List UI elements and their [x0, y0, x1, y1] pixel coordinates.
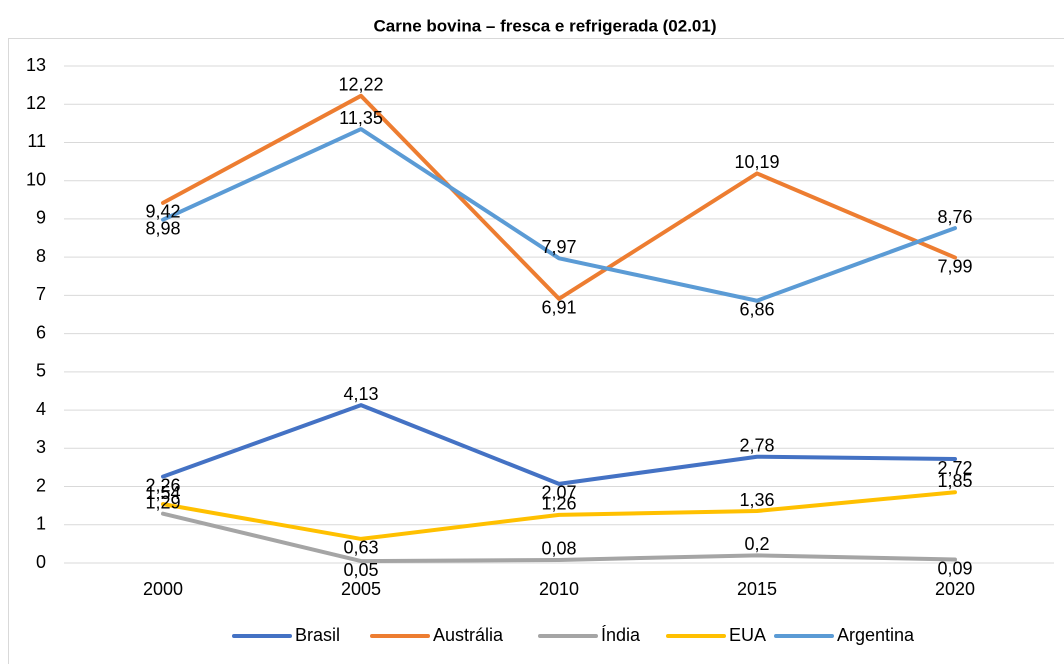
- data-label: 1,85: [937, 471, 972, 491]
- series-line: [163, 129, 955, 301]
- data-label: 11,35: [339, 108, 383, 128]
- data-label: 4,13: [343, 384, 378, 404]
- data-label: 1,26: [541, 494, 576, 514]
- data-label: 1,36: [739, 490, 774, 510]
- y-tick-label: 4: [36, 399, 46, 419]
- data-label: 6,91: [541, 298, 576, 318]
- data-label: 7,97: [541, 237, 576, 257]
- y-tick-label: 9: [36, 208, 46, 228]
- x-tick-label: 2000: [143, 579, 183, 599]
- data-label: 10,19: [734, 152, 779, 172]
- data-label: 1,54: [145, 483, 180, 503]
- y-tick-label: 3: [36, 437, 46, 457]
- legend-label: Austrália: [433, 625, 504, 645]
- x-tick-label: 2005: [341, 579, 381, 599]
- y-tick-label: 11: [27, 131, 46, 151]
- x-tick-label: 2015: [737, 579, 777, 599]
- legend-label: EUA: [729, 625, 766, 645]
- y-tick-label: 0: [36, 552, 46, 572]
- data-label: 8,98: [145, 218, 180, 238]
- data-label: 8,76: [937, 207, 972, 227]
- y-tick-label: 6: [36, 322, 46, 342]
- y-tick-label: 8: [36, 246, 46, 266]
- data-label: 0,63: [343, 538, 378, 558]
- data-label: 0,05: [343, 560, 378, 580]
- data-label: 0,09: [937, 558, 972, 578]
- y-tick-label: 7: [36, 284, 46, 304]
- data-label: 0,2: [744, 534, 769, 554]
- legend-label: Argentina: [837, 625, 915, 645]
- x-tick-label: 2010: [539, 579, 579, 599]
- series-line: [163, 96, 955, 299]
- x-tick-label: 2020: [935, 579, 975, 599]
- legend-label: Brasil: [295, 625, 340, 645]
- chart-frame: [9, 39, 1064, 665]
- y-tick-label: 12: [26, 93, 46, 113]
- chart-title: Carne bovina – fresca e refrigerada (02.…: [374, 16, 717, 35]
- data-label: 2,78: [739, 435, 774, 455]
- y-tick-label: 13: [26, 55, 46, 75]
- series-line: [163, 405, 955, 484]
- y-tick-label: 1: [36, 514, 46, 534]
- y-tick-label: 10: [26, 169, 46, 189]
- data-label: 7,99: [937, 256, 972, 276]
- data-label: 12,22: [338, 75, 383, 95]
- y-tick-label: 2: [36, 475, 46, 495]
- data-label: 6,86: [739, 299, 774, 319]
- legend-label: Índia: [601, 625, 641, 645]
- y-tick-label: 5: [36, 361, 46, 381]
- data-label: 0,08: [541, 539, 576, 559]
